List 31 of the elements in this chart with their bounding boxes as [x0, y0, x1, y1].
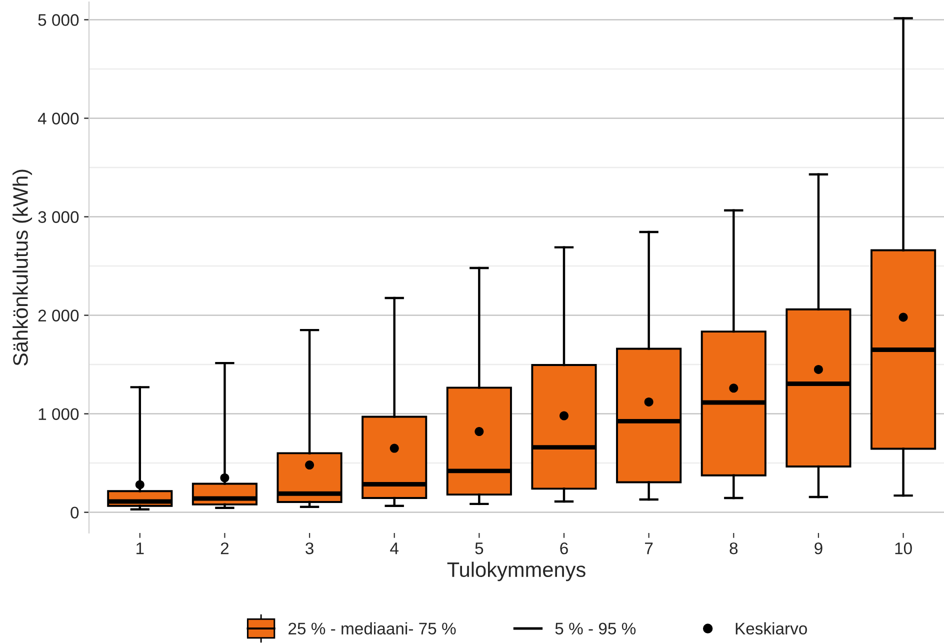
x-tick-label: 2 [220, 542, 229, 554]
y-tick-label: 2 000 [38, 310, 79, 322]
y-tick-label: 1 000 [38, 408, 79, 420]
point [644, 397, 654, 406]
x-tick-label: 4 [390, 542, 399, 554]
point [898, 312, 908, 322]
point [729, 384, 738, 393]
point [390, 444, 399, 453]
y-tick-label: 5 000 [38, 14, 79, 26]
legend-label: 25 % - mediaani- 75 % [288, 622, 456, 634]
x-tick-label: 7 [645, 542, 653, 554]
y-tick-label: 4 000 [38, 112, 79, 124]
text: 5 % - 95 % [555, 622, 636, 634]
x-tick-label: 6 [560, 542, 568, 554]
point [135, 480, 144, 490]
x-tick-label: 10 [895, 542, 912, 554]
x-tick-label: 8 [730, 542, 738, 554]
y-axis-title: Sähkönkulutus (kWh) [12, 170, 32, 366]
y-tick-label: 3 000 [38, 211, 79, 223]
point [560, 411, 568, 420]
x-tick-label: 3 [306, 542, 314, 554]
point [220, 473, 230, 482]
x-axis-title: Tulokymmenys [447, 562, 586, 582]
legend-label: Keskiarvo [736, 622, 807, 634]
x-tick-label: 5 [475, 542, 484, 554]
point [814, 364, 823, 374]
x-tick-label: 1 [136, 542, 144, 554]
point [474, 427, 484, 436]
x-tick-label: 9 [814, 542, 822, 554]
point [305, 460, 314, 470]
y-tick-label: 0 [70, 506, 79, 519]
